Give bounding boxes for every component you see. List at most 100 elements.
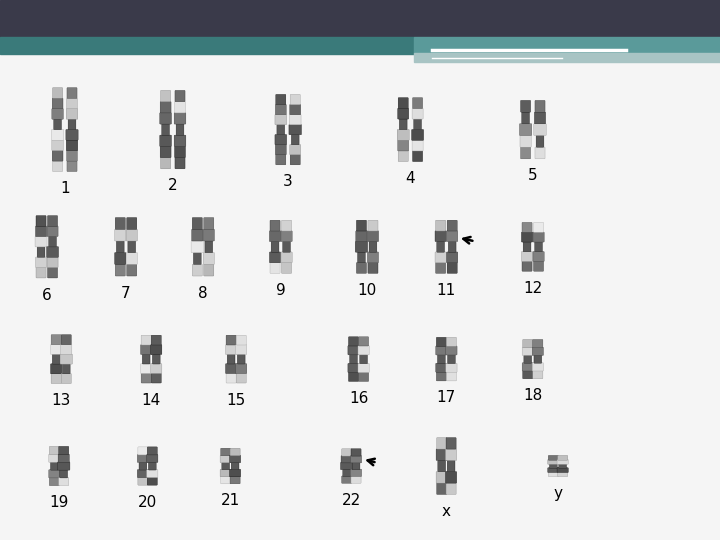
FancyBboxPatch shape xyxy=(341,449,351,456)
FancyBboxPatch shape xyxy=(533,340,543,348)
FancyBboxPatch shape xyxy=(368,262,378,273)
FancyBboxPatch shape xyxy=(50,364,62,374)
FancyBboxPatch shape xyxy=(160,102,171,113)
FancyBboxPatch shape xyxy=(67,87,77,98)
Text: 16: 16 xyxy=(349,391,368,406)
FancyBboxPatch shape xyxy=(191,241,204,253)
FancyBboxPatch shape xyxy=(446,372,456,381)
FancyBboxPatch shape xyxy=(63,364,70,374)
FancyBboxPatch shape xyxy=(532,363,544,371)
FancyBboxPatch shape xyxy=(151,335,161,345)
FancyBboxPatch shape xyxy=(282,262,292,273)
FancyBboxPatch shape xyxy=(437,241,444,252)
FancyBboxPatch shape xyxy=(436,338,446,346)
FancyBboxPatch shape xyxy=(449,241,456,252)
FancyBboxPatch shape xyxy=(535,100,545,112)
FancyBboxPatch shape xyxy=(521,147,531,159)
FancyBboxPatch shape xyxy=(37,247,45,257)
Text: 2: 2 xyxy=(168,178,178,193)
FancyBboxPatch shape xyxy=(60,345,72,354)
FancyBboxPatch shape xyxy=(35,226,47,237)
FancyBboxPatch shape xyxy=(436,262,446,273)
FancyBboxPatch shape xyxy=(290,154,300,165)
FancyBboxPatch shape xyxy=(559,464,567,468)
FancyBboxPatch shape xyxy=(230,469,240,477)
FancyBboxPatch shape xyxy=(283,241,290,252)
FancyBboxPatch shape xyxy=(162,124,169,136)
FancyBboxPatch shape xyxy=(397,108,409,119)
FancyBboxPatch shape xyxy=(348,346,359,355)
FancyBboxPatch shape xyxy=(275,134,287,145)
FancyBboxPatch shape xyxy=(140,345,152,354)
FancyBboxPatch shape xyxy=(220,469,231,477)
FancyBboxPatch shape xyxy=(205,241,212,253)
FancyBboxPatch shape xyxy=(438,355,445,363)
Bar xyxy=(0,0,720,38)
FancyBboxPatch shape xyxy=(276,94,286,105)
FancyBboxPatch shape xyxy=(128,241,135,253)
Text: 21: 21 xyxy=(221,494,240,508)
FancyBboxPatch shape xyxy=(270,220,280,231)
FancyBboxPatch shape xyxy=(289,124,302,135)
FancyBboxPatch shape xyxy=(220,476,230,484)
FancyBboxPatch shape xyxy=(281,252,292,263)
FancyBboxPatch shape xyxy=(114,253,126,265)
FancyBboxPatch shape xyxy=(160,113,171,124)
FancyBboxPatch shape xyxy=(412,108,423,119)
FancyBboxPatch shape xyxy=(138,455,148,462)
FancyBboxPatch shape xyxy=(47,247,58,257)
FancyBboxPatch shape xyxy=(52,98,63,109)
FancyBboxPatch shape xyxy=(126,229,138,241)
FancyBboxPatch shape xyxy=(368,220,378,231)
FancyBboxPatch shape xyxy=(50,462,58,470)
FancyBboxPatch shape xyxy=(413,98,423,109)
FancyBboxPatch shape xyxy=(275,114,287,125)
FancyBboxPatch shape xyxy=(225,364,237,374)
FancyBboxPatch shape xyxy=(150,364,162,374)
FancyBboxPatch shape xyxy=(115,218,125,230)
FancyBboxPatch shape xyxy=(36,215,46,226)
FancyBboxPatch shape xyxy=(533,370,543,379)
FancyBboxPatch shape xyxy=(352,462,360,470)
FancyBboxPatch shape xyxy=(446,346,457,355)
FancyBboxPatch shape xyxy=(220,448,230,456)
FancyBboxPatch shape xyxy=(535,242,542,252)
FancyBboxPatch shape xyxy=(48,267,58,278)
FancyBboxPatch shape xyxy=(549,472,559,477)
FancyBboxPatch shape xyxy=(148,462,156,470)
FancyBboxPatch shape xyxy=(549,464,557,468)
Text: 8: 8 xyxy=(198,286,208,301)
FancyBboxPatch shape xyxy=(51,335,61,345)
FancyBboxPatch shape xyxy=(436,220,446,231)
FancyBboxPatch shape xyxy=(236,335,246,345)
FancyBboxPatch shape xyxy=(147,477,157,485)
FancyBboxPatch shape xyxy=(117,241,124,253)
FancyBboxPatch shape xyxy=(231,462,239,470)
FancyBboxPatch shape xyxy=(523,242,531,252)
FancyBboxPatch shape xyxy=(522,261,532,271)
FancyBboxPatch shape xyxy=(358,363,369,373)
FancyBboxPatch shape xyxy=(524,355,531,363)
FancyBboxPatch shape xyxy=(521,252,533,261)
FancyBboxPatch shape xyxy=(341,462,353,470)
FancyBboxPatch shape xyxy=(341,456,352,463)
FancyBboxPatch shape xyxy=(519,124,532,136)
FancyBboxPatch shape xyxy=(522,347,534,355)
FancyBboxPatch shape xyxy=(436,437,446,449)
FancyBboxPatch shape xyxy=(68,119,76,130)
FancyBboxPatch shape xyxy=(348,363,359,373)
Text: 13: 13 xyxy=(52,393,71,408)
FancyBboxPatch shape xyxy=(447,262,457,273)
FancyBboxPatch shape xyxy=(351,469,361,476)
FancyBboxPatch shape xyxy=(53,354,60,364)
FancyBboxPatch shape xyxy=(174,135,186,146)
FancyBboxPatch shape xyxy=(435,252,446,263)
FancyBboxPatch shape xyxy=(161,158,171,169)
FancyBboxPatch shape xyxy=(66,130,78,140)
FancyBboxPatch shape xyxy=(160,135,171,146)
Bar xyxy=(414,37,720,54)
FancyBboxPatch shape xyxy=(360,354,367,364)
FancyBboxPatch shape xyxy=(66,151,78,161)
FancyBboxPatch shape xyxy=(226,335,236,345)
FancyBboxPatch shape xyxy=(534,355,541,363)
